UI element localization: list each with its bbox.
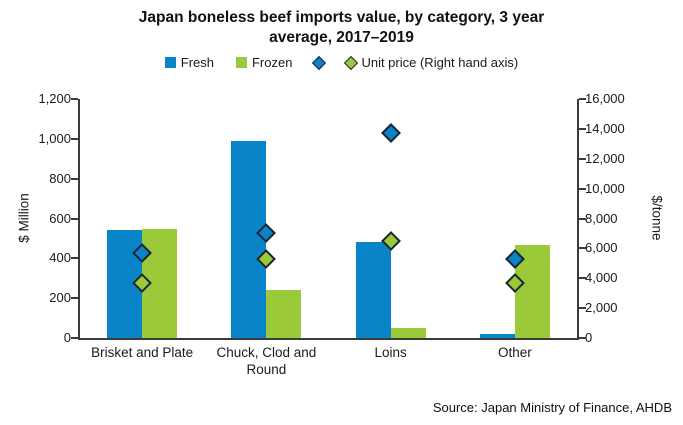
y-axis-right-tick-mark: [579, 187, 586, 190]
y-axis-left-tick-mark: [71, 177, 78, 180]
y-axis-left-tick-mark: [71, 297, 78, 300]
legend-item-unit-price-fresh: [312, 55, 327, 70]
y-axis-right-tick-mark: [579, 217, 586, 220]
x-axis-category-label-chuck-clod-and-round: Chuck, Clod and Round: [216, 345, 317, 377]
legend-fresh-label: Fresh: [180, 55, 214, 70]
frozen-swatch-icon: [235, 57, 247, 68]
y-axis-left-tick-mark: [71, 257, 78, 260]
y-axis-right-tick-mark: [579, 277, 586, 280]
marker-unit-price-fresh-loins: [380, 123, 401, 144]
y-axis-right-tick-label: 10,000: [585, 180, 625, 196]
y-axis-right-tick-mark: [579, 98, 586, 100]
y-axis-right-tick-label: 6,000: [585, 240, 618, 256]
chart-title-line2: average, 2017–2019: [269, 29, 414, 47]
y-axis-left-tick-label: 1,000: [38, 130, 71, 146]
bar-fresh-other: [479, 334, 515, 338]
y-axis-right-tick-mark: [579, 157, 586, 160]
y-axis-left-tick-label: 0: [63, 330, 71, 345]
x-axis-category-label-other: Other: [497, 345, 532, 360]
legend-item-frozen: Frozen: [235, 55, 293, 70]
legend-item-unit-price: Unit price (Right hand axis): [344, 55, 519, 70]
y-axis-right-tick-mark: [579, 247, 586, 250]
y-axis-right-tick-label: 8,000: [585, 210, 618, 226]
legend-frozen-label: Frozen: [251, 55, 293, 70]
y-axis-right-tick-label: 16,000: [585, 91, 625, 106]
y-axis-right-tick-label: 2,000: [585, 300, 618, 316]
y-axis-left-tick-mark: [71, 98, 78, 100]
y-axis-left-tick-mark: [71, 217, 78, 220]
legend-unit-price-label: Unit price (Right hand axis): [361, 55, 519, 70]
y-axis-left-tick-mark: [71, 137, 78, 140]
y-axis-right-tick-label: 12,000: [585, 150, 625, 166]
bar-fresh-chuck-clod-and-round: [231, 140, 267, 338]
fresh-unit-price-diamond-icon: [312, 55, 327, 70]
bar-frozen-chuck-clod-and-round: [266, 290, 302, 338]
y-axis-left-tick-label: 400: [49, 250, 71, 266]
y-axis-right-tick-mark: [579, 127, 586, 130]
y-axis-right-tick-label: 4,000: [585, 270, 618, 286]
y-axis-right-tick-label: 0: [585, 330, 593, 345]
y-axis-left-tick-label: 600: [49, 210, 71, 226]
legend: Fresh Frozen Unit price (Right hand axis…: [0, 55, 683, 70]
bar-fresh-loins: [355, 242, 391, 338]
y-axis-right-tick-label: 14,000: [585, 120, 625, 136]
y-axis-left-tick-label: 800: [49, 170, 71, 186]
y-axis-right-tick-mark: [579, 307, 586, 310]
y-axis-left-tick-label: 1,200: [38, 91, 71, 106]
x-axis-category-label-brisket-and-plate: Brisket and Plate: [91, 345, 194, 360]
y-axis-left-tick-mark: [71, 337, 78, 339]
bar-frozen-loins: [390, 328, 426, 338]
y-axis-right-tick-mark: [579, 337, 586, 339]
legend-item-fresh: Fresh: [164, 55, 214, 70]
chart-title-line1: Japan boneless beef imports value, by ca…: [138, 9, 545, 26]
source-note: Source: Japan Ministry of Finance, AHDB: [432, 400, 672, 415]
plot-area: [78, 99, 579, 340]
chart-title: Japan boneless beef imports value, by ca…: [0, 8, 683, 49]
fresh-swatch-icon: [164, 57, 176, 68]
y-axis-left-tick-label: 200: [49, 290, 71, 306]
frozen-unit-price-diamond-icon: [344, 55, 359, 70]
x-axis-category-label-loins: Loins: [374, 345, 407, 360]
